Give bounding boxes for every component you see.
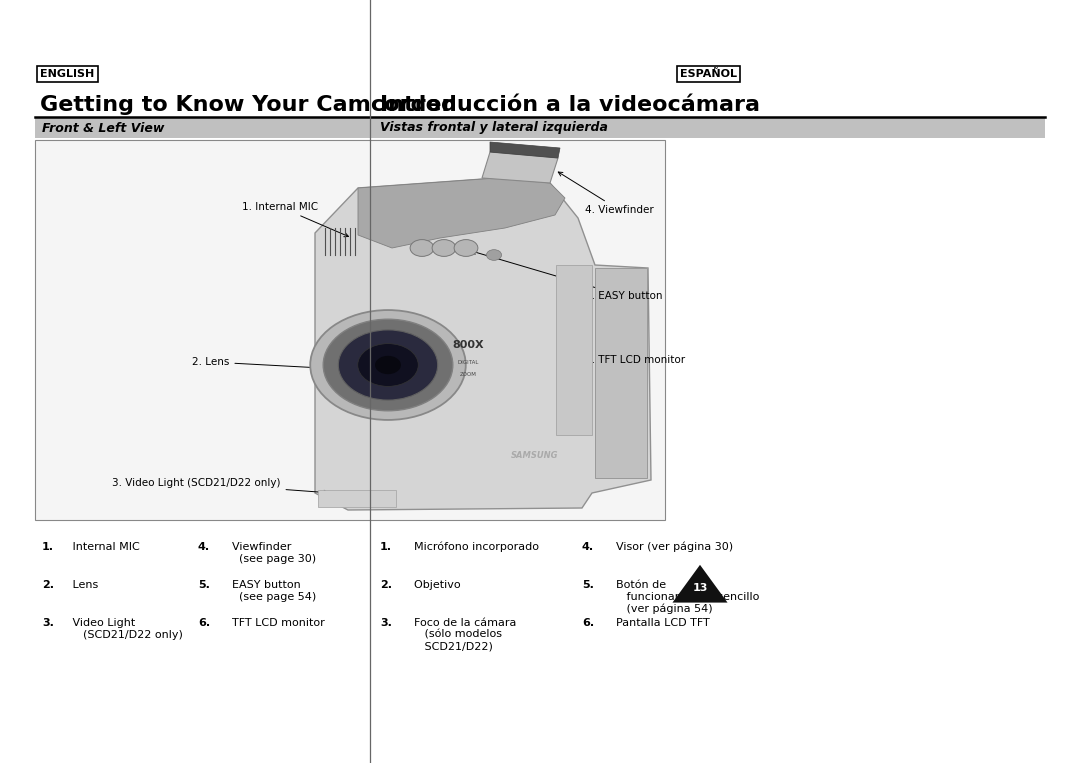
Circle shape (486, 250, 501, 260)
Text: 13: 13 (692, 583, 707, 593)
Text: EASY button
    (see page 54): EASY button (see page 54) (225, 580, 316, 602)
Text: Internal MIC: Internal MIC (69, 542, 139, 552)
Text: 2.: 2. (380, 580, 392, 590)
Text: 1.: 1. (42, 542, 54, 552)
Text: 6. TFT LCD monitor: 6. TFT LCD monitor (564, 349, 685, 365)
Text: 5.: 5. (198, 580, 210, 590)
Text: 1. Internal MIC: 1. Internal MIC (242, 202, 349, 237)
Bar (35, 140, 665, 520)
Polygon shape (315, 178, 651, 510)
Text: Getting to Know Your Camcorder: Getting to Know Your Camcorder (40, 95, 453, 115)
Bar (318, 490, 396, 507)
Text: Vistas frontal y lateral izquierda: Vistas frontal y lateral izquierda (380, 121, 608, 134)
Text: Video Light
    (SCD21/D22 only): Video Light (SCD21/D22 only) (69, 618, 183, 640)
Text: Visor (ver página 30): Visor (ver página 30) (609, 542, 733, 552)
Text: 3. Video Light (SCD21/D22 only): 3. Video Light (SCD21/D22 only) (112, 478, 328, 494)
Circle shape (432, 240, 456, 256)
Text: 5.: 5. (582, 580, 594, 590)
Text: ZOOM: ZOOM (460, 372, 476, 376)
Text: Pantalla LCD TFT: Pantalla LCD TFT (609, 618, 710, 628)
Text: 6.: 6. (582, 618, 594, 628)
Text: 2.: 2. (42, 580, 54, 590)
Circle shape (323, 319, 453, 410)
Text: Viewfinder
    (see page 30): Viewfinder (see page 30) (225, 542, 316, 564)
Polygon shape (673, 565, 728, 603)
Text: 3.: 3. (42, 618, 54, 628)
Text: Foco de la cámara
     (sólo modelos
     SCD21/D22): Foco de la cámara (sólo modelos SCD21/D2… (407, 618, 516, 652)
Text: Lens: Lens (69, 580, 98, 590)
Polygon shape (357, 178, 565, 248)
Bar (35, 118, 1045, 138)
Circle shape (310, 310, 465, 420)
Circle shape (338, 330, 437, 400)
Polygon shape (490, 142, 561, 158)
Circle shape (357, 343, 418, 386)
Polygon shape (482, 152, 558, 183)
Text: ESPAÑOL: ESPAÑOL (680, 69, 737, 79)
Circle shape (454, 240, 477, 256)
Circle shape (410, 240, 434, 256)
Text: 1.: 1. (380, 542, 392, 552)
Text: SAMSUNG: SAMSUNG (511, 450, 558, 459)
Text: Micrófono incorporado: Micrófono incorporado (407, 542, 539, 552)
Text: 4.: 4. (198, 542, 211, 552)
Circle shape (375, 356, 401, 374)
Text: TFT LCD monitor: TFT LCD monitor (225, 618, 325, 628)
Text: Introducción a la videocámara: Introducción a la videocámara (380, 95, 760, 115)
Text: Botón de
     funcionamiento sencillo
     (ver página 54): Botón de funcionamiento sencillo (ver pá… (609, 580, 759, 614)
Text: 6.: 6. (198, 618, 211, 628)
Text: Objetivo: Objetivo (407, 580, 461, 590)
Text: 800X: 800X (453, 340, 484, 350)
Text: 2. Lens: 2. Lens (192, 357, 319, 369)
Text: 4.: 4. (582, 542, 594, 552)
Text: ENGLISH: ENGLISH (40, 69, 94, 79)
Text: DIGITAL: DIGITAL (457, 359, 478, 365)
Bar (556, 265, 592, 435)
Bar (595, 268, 647, 478)
Text: 3.: 3. (380, 618, 392, 628)
Text: 5. EASY button: 5. EASY button (472, 250, 662, 301)
Text: 4. Viewfinder: 4. Viewfinder (558, 172, 653, 215)
Text: Front & Left View: Front & Left View (42, 121, 164, 134)
